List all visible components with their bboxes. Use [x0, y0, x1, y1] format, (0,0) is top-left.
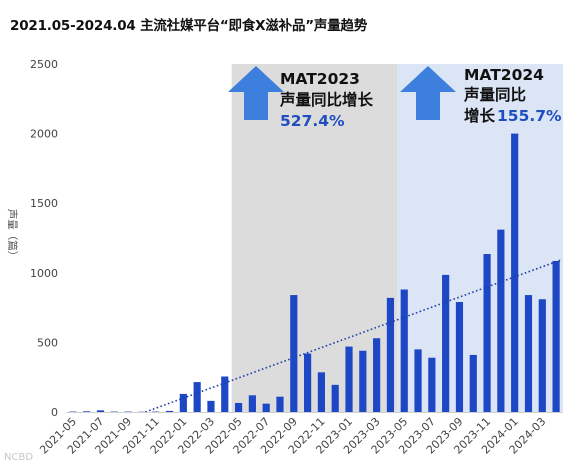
up-arrow-icon: [228, 66, 284, 120]
bar-2023-06: [414, 349, 422, 412]
mat2023-growth-label: 声量同比增长: [279, 90, 374, 109]
y-tick-label: 2500: [30, 58, 58, 71]
bar-2022-06: [248, 395, 256, 412]
trendline-line: [145, 259, 561, 413]
y-tick-label: 1500: [30, 197, 58, 210]
bar-2022-01: [179, 393, 187, 412]
bar-2024-03: [538, 299, 546, 412]
y-tick-label: 0: [51, 406, 58, 419]
bar-2021-08: [110, 411, 118, 413]
bar-2023-11: [483, 254, 491, 412]
mat2024-growth-label: 声量同比: [463, 85, 526, 104]
bar-2021-09: [124, 411, 132, 413]
bar-2023-07: [428, 357, 436, 412]
bar-2022-07: [262, 403, 270, 412]
bar-2024-01: [511, 133, 519, 412]
bar-2024-04: [552, 260, 560, 412]
y-axis-label: 声量（篇）: [6, 209, 19, 262]
bar-2023-02: [359, 350, 367, 412]
mat2024-label: MAT2024: [464, 66, 544, 84]
mat2024-growth-value: 155.7%: [497, 107, 562, 125]
bar-2023-08: [442, 274, 450, 412]
bar-2022-02: [193, 382, 201, 412]
bar-2021-06: [83, 411, 91, 413]
shaded-period-mat2023: [231, 64, 398, 412]
bar-series: [69, 133, 560, 413]
bar-2022-09: [290, 295, 298, 412]
up-arrow-icon: [400, 66, 456, 120]
bar-2023-05: [400, 289, 408, 412]
bar-2024-02: [524, 295, 533, 412]
chart-title: 2021.05-2024.04 主流社媒平台“即食X滋补品”声量趋势: [10, 18, 368, 34]
bar-2021-12: [165, 410, 174, 412]
mat2023-label: MAT2023: [280, 70, 360, 88]
bar-2022-05: [234, 402, 243, 412]
bar-2021-05: [69, 411, 77, 413]
mat2024-growth-label-2: 增长: [464, 106, 496, 125]
bar-2022-03: [207, 400, 215, 412]
bar-2023-01: [345, 346, 353, 412]
x-axis: 2021-052021-072021-092021-112022-012022-…: [37, 412, 563, 457]
y-tick-label: 1000: [30, 267, 58, 280]
bar-2022-08: [276, 396, 284, 412]
bar-2023-03: [373, 338, 381, 412]
y-tick-label: 500: [37, 336, 58, 349]
bar-2023-10: [469, 354, 477, 412]
bar-2022-11: [317, 372, 325, 412]
y-tick-label: 2000: [30, 128, 58, 141]
mat2023-growth-value: 527.4%: [280, 112, 345, 130]
bar-2023-04: [386, 297, 395, 412]
bar-2021-11: [152, 411, 160, 413]
bar-2022-04: [221, 376, 229, 412]
bar-2023-12: [497, 229, 505, 412]
y-axis: 0 500 1000 1500 2000 2500 声量（篇）: [6, 58, 58, 419]
bar-2023-09: [455, 302, 464, 412]
bar-2022-10: [304, 353, 312, 412]
shaded-period-mat2024: [397, 64, 563, 412]
trendline: [145, 259, 561, 413]
bar-2021-07: [96, 410, 105, 412]
bar-2022-12: [331, 384, 339, 412]
watermark: NCBD: [4, 452, 34, 463]
period-shading: [231, 64, 563, 412]
